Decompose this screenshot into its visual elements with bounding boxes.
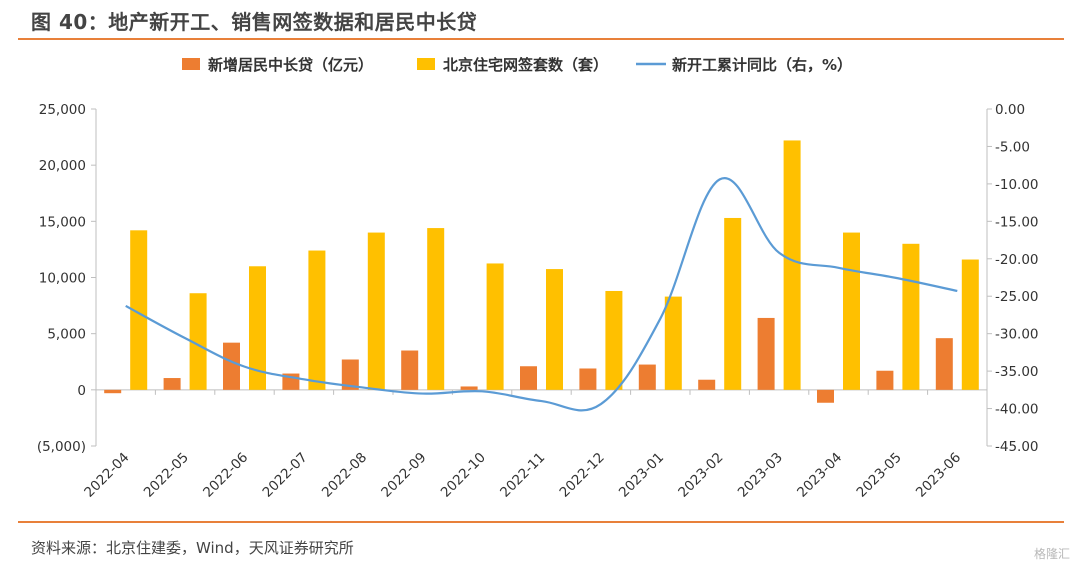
sales-bar xyxy=(961,259,979,390)
x-tick-label: 2022-11 xyxy=(497,450,548,501)
right-tick-label: -5.00 xyxy=(995,139,1030,155)
loans-bar xyxy=(817,389,834,403)
x-tick-label: 2022-10 xyxy=(438,450,489,501)
x-tick-label: 2023-03 xyxy=(735,450,786,501)
sales-bar xyxy=(308,250,326,390)
x-tick-label: 2022-06 xyxy=(200,450,251,501)
x-tick-label: 2023-01 xyxy=(616,450,667,501)
loans-bar xyxy=(520,366,537,390)
legend-sales-label: 北京住宅网签套数（套） xyxy=(443,56,608,74)
title-divider xyxy=(18,38,1064,40)
right-tick-label: 0.00 xyxy=(995,102,1025,118)
figure-source: 资料来源：北京住建委，Wind，天风证券研究所 xyxy=(31,539,354,557)
right-tick-label: -40.00 xyxy=(995,402,1039,418)
sales-bar xyxy=(249,266,266,390)
right-tick-label: -20.00 xyxy=(995,252,1039,268)
left-tick-label: 25,000 xyxy=(39,102,86,118)
right-tick-label: -10.00 xyxy=(995,177,1039,193)
x-tick-label: 2022-07 xyxy=(260,450,311,501)
sales-bar xyxy=(427,228,445,390)
loans-bar xyxy=(104,389,122,394)
right-tick-label: -45.00 xyxy=(995,439,1039,455)
x-tick-label: 2022-05 xyxy=(141,450,192,501)
loans-bar xyxy=(757,317,775,390)
loans-bar xyxy=(341,359,359,390)
right-tick-label: -30.00 xyxy=(995,327,1039,343)
loans-bar xyxy=(579,368,597,390)
sales-bar xyxy=(664,296,682,390)
x-tick-label: 2023-05 xyxy=(854,450,905,501)
watermark: 格隆汇 xyxy=(1033,547,1070,561)
right-tick-label: -35.00 xyxy=(995,364,1039,380)
legend-starts-label: 新开工累计同比（右，%） xyxy=(672,56,852,74)
loans-bar xyxy=(223,342,240,390)
x-tick-label: 2023-04 xyxy=(794,450,845,501)
sales-bar xyxy=(724,217,742,390)
sales-bar xyxy=(605,290,623,390)
x-tick-label: 2023-02 xyxy=(675,450,726,501)
sales-bar xyxy=(367,232,385,390)
x-tick-label: 2022-04 xyxy=(81,450,132,501)
legend-sales-swatch xyxy=(417,58,435,70)
sales-bar xyxy=(843,232,860,390)
loans-bar xyxy=(876,370,894,390)
sales-bar xyxy=(486,263,504,390)
figure-title: 图 40：地产新开工、销售网签数据和居民中长贷 xyxy=(31,10,478,34)
starts-yoy-line xyxy=(125,176,958,412)
loans-bar xyxy=(401,350,419,390)
legend-loans-label: 新增居民中长贷（亿元） xyxy=(208,56,373,74)
right-tick-label: -15.00 xyxy=(995,214,1039,230)
sales-bar xyxy=(902,243,920,390)
loans-bar xyxy=(935,338,953,390)
left-tick-label: (5,000) xyxy=(37,439,86,455)
sales-bar xyxy=(189,293,207,390)
loans-bar xyxy=(698,379,716,390)
x-tick-label: 2022-09 xyxy=(378,450,429,501)
left-tick-label: 5,000 xyxy=(47,327,86,343)
source-divider xyxy=(18,521,1064,523)
x-tick-label: 2022-12 xyxy=(557,450,608,501)
loans-bar xyxy=(460,386,478,390)
left-tick-label: 0 xyxy=(77,383,86,399)
sales-bar xyxy=(130,230,148,390)
loans-bar xyxy=(638,364,656,390)
x-tick-label: 2023-06 xyxy=(913,450,964,501)
legend-loans-swatch xyxy=(182,58,200,70)
sales-bar xyxy=(546,269,563,390)
right-tick-label: -25.00 xyxy=(995,289,1039,305)
left-tick-label: 20,000 xyxy=(39,158,86,174)
loans-bar xyxy=(163,378,181,390)
left-tick-label: 15,000 xyxy=(39,214,86,230)
x-tick-label: 2022-08 xyxy=(319,450,370,501)
sales-bar xyxy=(783,140,801,390)
left-tick-label: 10,000 xyxy=(39,271,86,287)
